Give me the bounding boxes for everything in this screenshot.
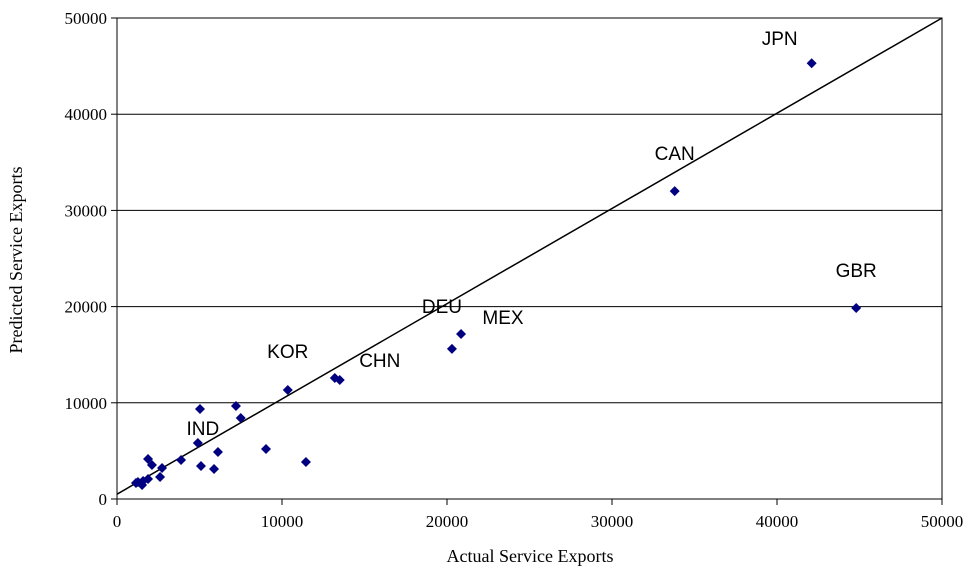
point-label: JPN — [762, 29, 798, 50]
data-point — [212, 446, 223, 457]
data-point — [146, 460, 157, 471]
x-tick-label: 20000 — [426, 512, 469, 531]
data-point — [137, 479, 148, 490]
point-label: CAN — [655, 144, 695, 165]
data-point — [195, 461, 206, 472]
data-point — [209, 463, 220, 474]
point-label: GBR — [836, 261, 877, 282]
data-point — [194, 403, 205, 414]
data-point — [230, 400, 241, 411]
data-point — [155, 471, 166, 482]
data-point — [669, 186, 680, 197]
data-point — [235, 412, 246, 423]
y-axis-label: Predicted Service Exports — [6, 167, 26, 354]
x-tick-label: 40000 — [756, 512, 799, 531]
point-label: KOR — [267, 342, 308, 363]
y-tick-label: 20000 — [65, 298, 108, 317]
data-point — [806, 58, 817, 69]
y-tick-label: 0 — [99, 490, 108, 509]
data-point — [176, 455, 187, 466]
x-axis-label: Actual Service Exports — [447, 546, 614, 566]
y-tick-label: 10000 — [65, 394, 108, 413]
plot-frame — [116, 17, 943, 500]
x-tick-label: 0 — [113, 512, 122, 531]
data-point — [456, 329, 467, 340]
data-point — [334, 375, 345, 386]
y-tick-label: 30000 — [65, 201, 108, 220]
data-point — [192, 438, 203, 449]
data-point — [282, 385, 293, 396]
data-point — [446, 343, 457, 354]
x-tick-label: 10000 — [261, 512, 304, 531]
y-tick-label: 40000 — [65, 105, 108, 124]
fit-line — [116, 17, 943, 495]
x-tick-label: 50000 — [921, 512, 964, 531]
point-label: CHN — [359, 351, 400, 372]
data-point — [260, 443, 271, 454]
x-tick-label: 30000 — [591, 512, 634, 531]
y-tick-label: 50000 — [65, 9, 108, 28]
data-point — [300, 456, 311, 467]
data-point — [157, 463, 168, 474]
point-label: DEU — [422, 297, 462, 318]
point-label: MEX — [482, 308, 524, 329]
data-point — [143, 453, 154, 464]
point-label: IND — [186, 419, 219, 440]
data-point — [851, 303, 862, 314]
